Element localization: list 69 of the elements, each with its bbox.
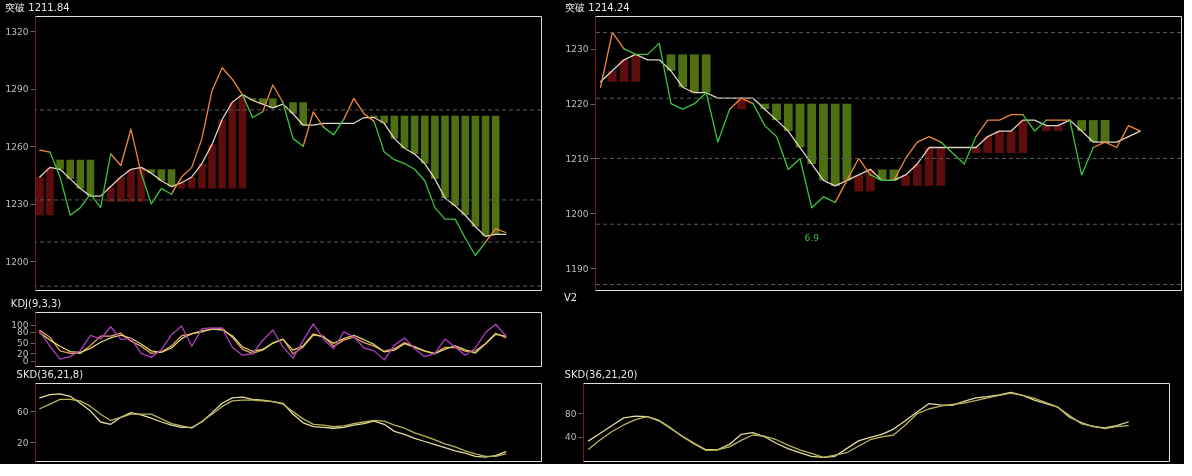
y-tick-label: 0 (22, 356, 29, 367)
y-tick-label: 50 (17, 338, 29, 349)
chart-title: SKD(36,21,20) (564, 369, 638, 380)
bar (936, 147, 946, 186)
chart-title: KDJ(9,3,3) (10, 298, 62, 309)
y-tick-label: 1220 (565, 99, 589, 110)
y-tick-label: 60 (17, 406, 29, 417)
bar (607, 70, 617, 82)
bar (912, 163, 922, 186)
bar (471, 115, 480, 227)
bar (127, 169, 135, 202)
chart-title: 突破 1211.84 (5, 2, 70, 13)
y-tick-label: 1260 (5, 141, 29, 152)
bar (807, 103, 817, 164)
bar (431, 115, 439, 179)
bar (631, 54, 641, 82)
bar (701, 54, 711, 93)
y-tick-label: 1230 (5, 199, 29, 210)
bar (187, 176, 196, 189)
bar (56, 159, 64, 170)
bar (783, 103, 793, 132)
y-tick-label: 80 (565, 408, 577, 419)
line-series (599, 53, 1141, 187)
bar (299, 102, 307, 126)
bar (1077, 120, 1086, 132)
bar (441, 115, 449, 199)
text: V2 (564, 292, 578, 303)
bar (901, 174, 910, 186)
bar (830, 103, 840, 186)
bar (461, 115, 470, 216)
bar (877, 169, 887, 181)
bar (46, 167, 54, 216)
bar (1088, 120, 1098, 143)
y-tick-label: 40 (565, 432, 577, 443)
bar (481, 115, 490, 237)
bar (66, 159, 74, 179)
bar (819, 103, 828, 181)
line-series (39, 323, 507, 361)
y-tick-label: 1190 (565, 263, 589, 274)
y-tick-label: 1200 (565, 208, 589, 219)
bar (157, 169, 166, 181)
bar (995, 131, 1004, 153)
chart-title: SKD(36,21,8) (16, 369, 84, 380)
bar (854, 174, 864, 192)
bar (690, 54, 699, 93)
bar (36, 176, 44, 216)
bar (772, 103, 781, 121)
bar (228, 102, 237, 189)
y-tick-label: 1200 (5, 256, 29, 267)
y-tick-label: 1230 (565, 44, 589, 55)
bar (218, 119, 226, 189)
bar (666, 54, 676, 71)
bar (983, 136, 993, 153)
y-tick-label: 1210 (565, 153, 589, 164)
bar (1041, 125, 1051, 132)
bar (198, 163, 206, 189)
bar (420, 115, 429, 164)
bar (117, 176, 125, 202)
y-tick-label: 1290 (5, 84, 29, 95)
bar (451, 115, 459, 206)
y-tick-label: 1320 (5, 26, 29, 37)
bar (1053, 125, 1063, 132)
bar (208, 144, 216, 189)
annotation: 6.9 (804, 232, 820, 243)
y-tick-label: 20 (17, 437, 29, 448)
line-series (39, 93, 507, 237)
chart-title: 突破 1214.24 (565, 2, 630, 13)
bar (678, 54, 688, 88)
bar (1006, 131, 1016, 153)
